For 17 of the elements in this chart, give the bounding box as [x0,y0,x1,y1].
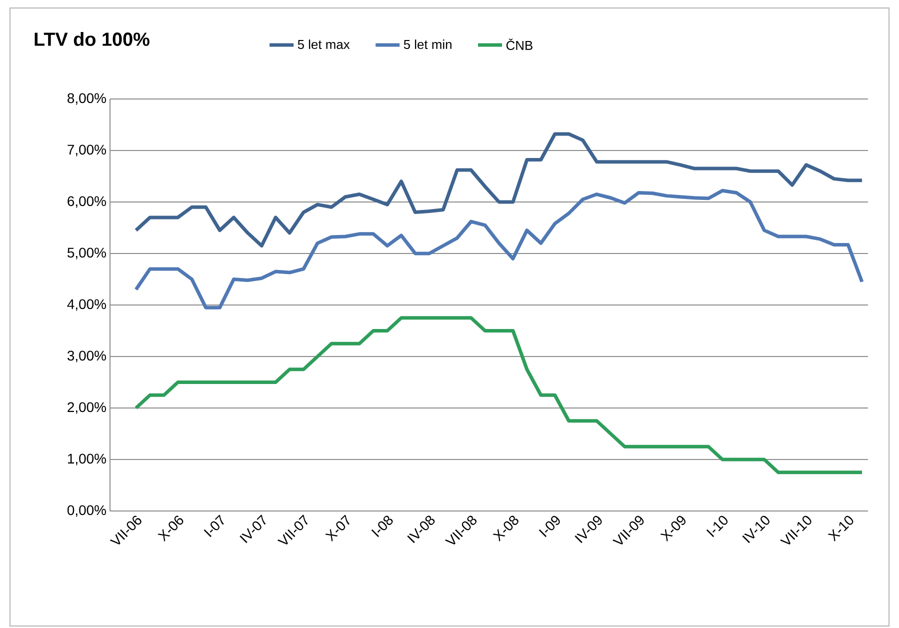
y-tick-label: 7,00% [68,144,106,156]
legend-label: 5 let max [298,40,350,50]
x-tick-label: I-08 [371,516,393,538]
x-tick-label: I-09 [538,516,560,538]
y-tick-label: 8,00% [68,93,106,105]
y-tick-label: 5,00% [68,248,106,260]
y-tick-label: 3,00% [67,350,106,362]
chart-title: LTV do 100% [34,32,150,46]
y-tick-label: 0,00% [67,505,106,517]
y-tick-label: 1,00% [68,454,106,466]
y-tick-label: 6,00% [68,196,106,208]
y-tick-label: 2,00% [68,402,106,414]
legend-label: 5 let min [404,40,452,50]
y-tick-label: 4,00% [67,299,106,311]
x-tick-label: I-10 [706,516,728,538]
x-tick-label: I-07 [204,514,224,538]
legend-label: ČNB [506,38,532,50]
